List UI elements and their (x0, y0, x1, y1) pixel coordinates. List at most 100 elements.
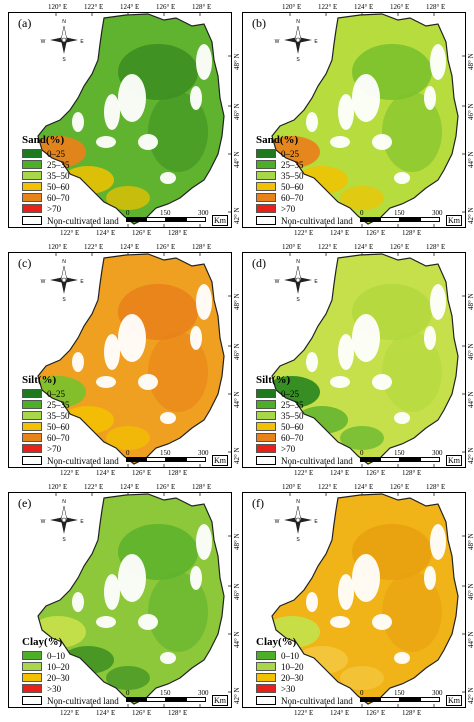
scale-bar: 0 150 300 Km (360, 449, 464, 466)
legend-swatch (256, 662, 276, 671)
legend-entry: >30 (256, 683, 295, 694)
lon-tick-bottom: 126° E (132, 709, 152, 717)
lon-tick-top: 120° E (48, 3, 68, 11)
legend-swatch (22, 182, 42, 191)
legend-label: Non-cultivated land (47, 695, 119, 706)
scale-label-end: 300 (198, 209, 209, 217)
legend-label: 0–25 (47, 388, 65, 399)
legend-label: 60–70 (47, 432, 70, 443)
legend-entry: 35–50 (22, 170, 70, 181)
scale-unit: Km (212, 695, 228, 706)
lon-tick-top: 126° E (390, 483, 410, 491)
scale-segment (166, 697, 186, 702)
non-cultivated-patch (160, 172, 176, 184)
compass-w-label: W (275, 519, 280, 525)
lon-tick-bottom: 122° E (294, 229, 314, 237)
scale-label-zero: 0 (360, 689, 364, 697)
non-cultivated-patch (394, 412, 410, 424)
non-cultivated-patch (394, 172, 410, 184)
lon-tick-bottom: 126° E (366, 229, 386, 237)
legend-entry: 0–25 (256, 148, 299, 159)
scale-segment (166, 457, 186, 462)
non-cultivated-patch (352, 314, 380, 362)
panel-label: (a) (18, 16, 32, 30)
non-cultivated-patch (138, 614, 158, 630)
lat-tick: 44° N (467, 151, 474, 168)
scale-bar: 0 150 300 Km (126, 449, 230, 466)
legend-label: 35–50 (47, 170, 70, 181)
non-cultivated-patch (338, 94, 354, 130)
lat-tick: 44° N (467, 391, 474, 408)
lat-tick: 48° N (233, 533, 241, 550)
compass-n-label: N (62, 499, 66, 505)
lon-tick-top: 122° E (84, 243, 104, 251)
non-cultivated-patch (118, 554, 146, 602)
compass-w-label: W (41, 39, 46, 45)
non-cultivated-patch (352, 74, 380, 122)
scale-segment (380, 217, 400, 222)
scale-segment (186, 697, 206, 702)
lon-tick-bottom: 124° E (96, 229, 116, 237)
non-cultivated-patch (96, 136, 116, 148)
compass-e-label: E (80, 519, 84, 525)
legend-swatch (256, 160, 276, 169)
north-arrow-icon: N S E W (275, 259, 319, 303)
scale-segment (126, 697, 146, 702)
lat-tick: 46° N (233, 103, 241, 120)
scale-segment (126, 217, 146, 222)
lon-tick-bottom: 126° E (366, 709, 386, 717)
non-cultivated-patch (72, 592, 84, 612)
region-patch (106, 186, 150, 210)
map-panel: N S E W 120° E 122° E 124° E 126° E 128° E 122° E… (8, 482, 241, 718)
north-arrow-icon: N S E W (275, 499, 319, 543)
scale-segment (186, 457, 206, 462)
compass-e-label: E (314, 39, 318, 45)
lon-tick-bottom: 128° E (402, 469, 422, 477)
legend-label: 10–20 (47, 661, 70, 672)
legend-label: 0–25 (47, 148, 65, 159)
scale-unit: Km (212, 455, 228, 466)
non-cultivated-patch (372, 134, 392, 150)
lat-tick: 42° N (233, 207, 241, 224)
region-patch (382, 332, 442, 412)
non-cultivated-patch (424, 326, 436, 350)
map-svg: N S E W (8, 12, 232, 228)
legend-title: Sand(%) (256, 134, 299, 146)
lon-tick-top: 122° E (318, 243, 338, 251)
non-cultivated-patch (372, 374, 392, 390)
scale-label-mid: 150 (160, 689, 171, 697)
compass-e-label: E (80, 39, 84, 45)
lat-tick: 44° N (233, 631, 241, 648)
non-cultivated-patch (430, 524, 446, 560)
lon-tick-top: 124° E (354, 3, 374, 11)
lat-tick: 44° N (233, 151, 241, 168)
legend-entry: 20–30 (22, 672, 70, 683)
scale-unit: Km (446, 455, 462, 466)
legend-swatch (256, 400, 276, 409)
map-svg: N S E W (242, 12, 466, 228)
legend-swatch (256, 149, 276, 158)
legend-title: Silt(%) (22, 374, 57, 386)
non-cultivated-patch (196, 524, 212, 560)
region-patch (106, 426, 150, 450)
compass-n-label: N (296, 499, 300, 505)
compass-s-label: S (296, 537, 300, 543)
lon-tick-top: 126° E (156, 243, 176, 251)
lon-tick-top: 120° E (48, 483, 68, 491)
legend-swatch (256, 193, 276, 202)
compass-w-label: W (275, 39, 280, 45)
region-patch (148, 572, 208, 652)
lat-tick: 42° N (467, 687, 474, 704)
lon-tick-bottom: 124° E (330, 709, 350, 717)
scale-label-mid: 150 (160, 449, 171, 457)
legend-non-cultivated: Non-cultivated land (22, 215, 119, 226)
legend-label: Non-cultivated land (281, 695, 353, 706)
lon-tick-bottom: 124° E (96, 469, 116, 477)
lon-tick-top: 124° E (120, 3, 140, 11)
compass-e-label: E (314, 519, 318, 525)
legend-entry: >70 (22, 443, 61, 454)
lon-tick-bottom: 126° E (132, 469, 152, 477)
non-cultivated-patch (330, 376, 350, 388)
non-cultivated-patch (306, 112, 318, 132)
map-panel: N S E W 120° E 122° E 124° E 126° E 128° E 122° E… (8, 2, 241, 238)
